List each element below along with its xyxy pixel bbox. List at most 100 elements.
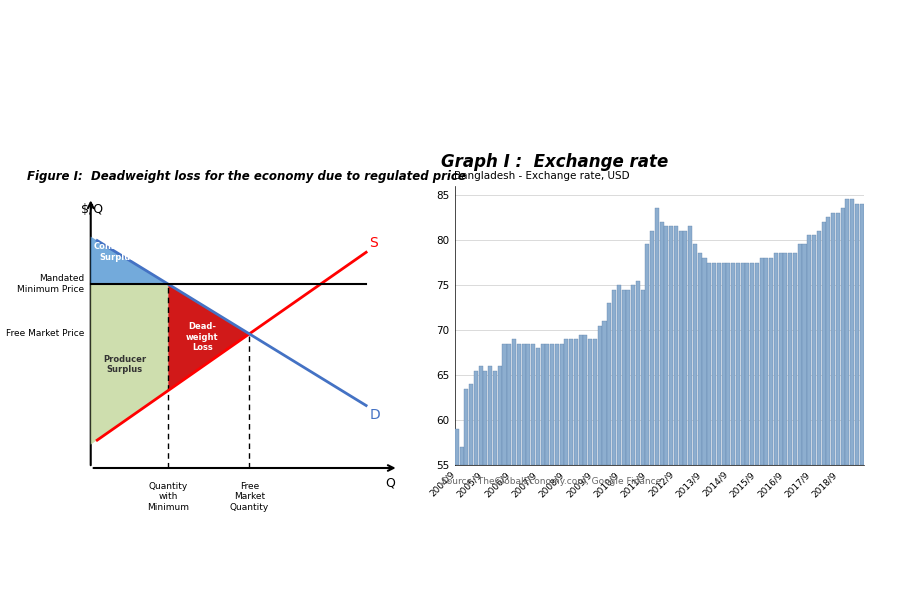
Bar [788, 253, 792, 465]
Bar [760, 258, 763, 465]
Bar [631, 285, 635, 465]
Bar [707, 263, 711, 465]
Text: Mandated
Minimum Price: Mandated Minimum Price [17, 274, 85, 294]
Bar [650, 231, 654, 465]
Bar [683, 231, 688, 465]
Bar [626, 289, 630, 465]
Bar [641, 289, 644, 465]
Bar [488, 366, 492, 465]
Bar [664, 226, 669, 465]
Bar [583, 335, 588, 465]
Bar [502, 343, 507, 465]
Bar [579, 335, 582, 465]
Bar [589, 339, 592, 465]
Bar [550, 343, 554, 465]
Bar [736, 263, 740, 465]
Bar [764, 258, 769, 465]
Bar [545, 343, 549, 465]
Bar [850, 199, 854, 465]
Bar [726, 263, 730, 465]
Bar [526, 343, 530, 465]
Bar [508, 343, 511, 465]
Text: Graph I :  Exchange rate: Graph I : Exchange rate [441, 153, 668, 171]
Bar [660, 222, 663, 465]
Text: Free Market Price: Free Market Price [6, 329, 85, 338]
Bar [536, 348, 540, 465]
Bar [464, 389, 468, 465]
Bar [703, 258, 706, 465]
Bar [454, 429, 459, 465]
Bar [479, 366, 482, 465]
Text: Free
Market
Quantity: Free Market Quantity [230, 482, 269, 512]
Bar [793, 253, 797, 465]
Bar [512, 339, 516, 465]
Bar [816, 231, 821, 465]
Bar [716, 263, 721, 465]
Bar [826, 217, 831, 465]
Polygon shape [91, 236, 168, 284]
Text: $/Q: $/Q [81, 203, 104, 216]
Bar [460, 447, 464, 465]
Bar [731, 263, 735, 465]
Bar [679, 231, 683, 465]
Bar [608, 303, 611, 465]
Polygon shape [91, 284, 168, 445]
Bar [860, 204, 864, 465]
Bar [822, 222, 825, 465]
Bar [569, 339, 573, 465]
Bar [803, 244, 806, 465]
Text: Bangladesh - Exchange rate, USD: Bangladesh - Exchange rate, USD [454, 171, 630, 181]
Polygon shape [168, 284, 249, 391]
Bar [698, 253, 702, 465]
Bar [598, 325, 602, 465]
Bar [612, 289, 616, 465]
Bar [783, 253, 788, 465]
Bar [812, 235, 816, 465]
Bar [616, 285, 621, 465]
Bar [498, 366, 502, 465]
Bar [622, 289, 626, 465]
Text: Producer
Surplus: Producer Surplus [104, 355, 146, 374]
Text: Quantity
with
Minimum: Quantity with Minimum [148, 482, 189, 512]
Bar [831, 213, 835, 465]
Bar [531, 343, 536, 465]
Bar [674, 226, 678, 465]
Bar [755, 263, 759, 465]
Bar [741, 263, 744, 465]
Text: Consumer
Surplus: Consumer Surplus [94, 242, 141, 262]
Bar [722, 263, 725, 465]
Text: Dead-
weight
Loss: Dead- weight Loss [186, 322, 219, 352]
Text: Figure I:  Deadweight loss for the economy due to regulated price: Figure I: Deadweight loss for the econom… [27, 170, 466, 183]
Bar [564, 339, 569, 465]
Bar [655, 208, 659, 465]
Text: D: D [369, 408, 380, 422]
Bar [845, 199, 850, 465]
Bar [645, 244, 650, 465]
Bar [635, 280, 640, 465]
Bar [774, 253, 778, 465]
Bar [469, 384, 473, 465]
Bar [541, 343, 544, 465]
Bar [750, 263, 754, 465]
Text: S: S [369, 236, 378, 250]
Bar [555, 343, 559, 465]
Bar [574, 339, 578, 465]
Bar [841, 208, 844, 465]
Bar [745, 263, 750, 465]
Bar [836, 213, 840, 465]
Text: Q: Q [385, 476, 395, 489]
Bar [493, 370, 497, 465]
Bar [797, 244, 802, 465]
Bar [474, 370, 478, 465]
Bar [521, 343, 526, 465]
Bar [483, 370, 488, 465]
Bar [517, 343, 521, 465]
Bar [855, 204, 859, 465]
Bar [778, 253, 783, 465]
Bar [693, 244, 697, 465]
Bar [593, 339, 597, 465]
Bar [602, 321, 607, 465]
Text: Source: TheGlobalEconomy.com, Google Finance: Source: TheGlobalEconomy.com, Google Fin… [441, 477, 662, 486]
Bar [560, 343, 563, 465]
Bar [688, 226, 692, 465]
